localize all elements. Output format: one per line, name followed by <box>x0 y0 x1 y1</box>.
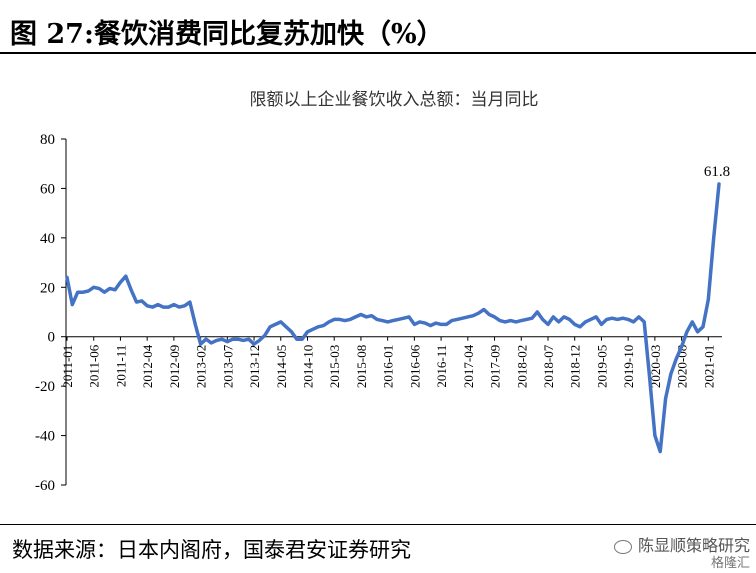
x-tick-label: 2018-02 <box>514 345 529 388</box>
footer-rule <box>0 524 756 525</box>
x-tick-label: 2014-05 <box>274 345 289 388</box>
x-tick-label: 2013-07 <box>220 344 235 388</box>
chart-area: 限额以上企业餐饮收入总额：当月同比 80 60 40 20 0 -20 -40 -60 2011-… <box>0 60 756 520</box>
x-tick-label: 2015-08 <box>354 345 369 388</box>
x-tick-label: 2021-01 <box>701 345 716 388</box>
y-tick-label: 20 <box>40 280 55 296</box>
y-tick-label: -40 <box>35 429 55 445</box>
data-label: 61.8 <box>704 164 730 180</box>
x-tick-label: 2016-06 <box>407 344 422 388</box>
header-rule <box>0 52 756 54</box>
watermark-sub: 格隆汇 <box>710 556 750 571</box>
x-tick-label: 2011-11 <box>113 345 128 387</box>
source-note: 数据来源：日本内阁府，国泰君安证券研究 <box>12 538 411 562</box>
x-tick-label: 2015-03 <box>327 345 342 388</box>
x-tick-label: 2013-02 <box>194 345 209 388</box>
chart-title: 限额以上企业餐饮收入总额：当月同比 <box>250 90 539 109</box>
y-tick-label: 40 <box>40 231 55 247</box>
x-tick-label: 2011-06 <box>87 344 102 387</box>
x-tick-label: 2012-09 <box>167 345 182 388</box>
x-tick-label: 2014-10 <box>300 345 315 388</box>
line-chart: 限额以上企业餐饮收入总额：当月同比 80 60 40 20 0 -20 -40 -60 2011-… <box>35 90 730 494</box>
x-tick-label: 2020-03 <box>648 345 663 388</box>
y-tick-label: 60 <box>40 181 55 197</box>
x-tick-label: 2018-12 <box>568 345 583 388</box>
y-tick-label: 80 <box>40 132 55 148</box>
y-tick-label: -20 <box>35 379 55 395</box>
figure-header: 图 27:餐饮消费同比复苏加快（%） <box>0 0 756 56</box>
x-tick-label: 2016-11 <box>434 345 449 388</box>
x-tick-label: 2020-08 <box>675 345 690 388</box>
x-tick-label: 2012-04 <box>140 344 155 388</box>
x-tick-label: 2019-05 <box>594 345 609 388</box>
series-line <box>65 182 721 454</box>
x-tick-label: 2017-04 <box>461 344 476 388</box>
wechat-icon <box>613 539 632 554</box>
figure-title: 图 27:餐饮消费同比复苏加快（%） <box>10 19 444 50</box>
x-tick-label: 2016-01 <box>381 345 396 388</box>
y-tick-label: 0 <box>48 330 56 346</box>
y-tick-label: -60 <box>35 478 55 494</box>
x-tick-label: 2018-07 <box>541 344 556 388</box>
x-tick-label: 2017-09 <box>488 345 503 388</box>
x-tick-label: 2013-12 <box>247 345 262 388</box>
x-tick-label: 2011-01 <box>60 345 75 388</box>
watermark: 陈显顺策略研究 <box>613 532 750 556</box>
x-tick-label: 2019-10 <box>621 345 636 388</box>
watermark-text: 陈显顺策略研究 <box>637 536 750 555</box>
